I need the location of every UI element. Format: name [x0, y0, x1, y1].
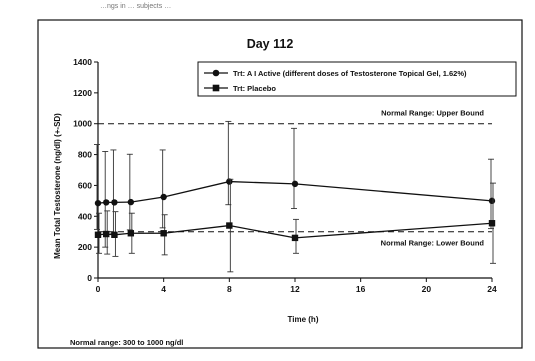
- cropped-header-text: …ngs in … subjects …: [100, 3, 171, 10]
- x-tick-label: 12: [290, 284, 300, 294]
- data-point: [291, 180, 299, 188]
- data-point: [160, 193, 167, 201]
- data-point: [94, 199, 102, 207]
- chart-title: Day 112: [247, 37, 294, 51]
- y-tick-label: 1200: [73, 88, 92, 98]
- y-tick-label: 400: [78, 211, 92, 221]
- reference-line-label: Normal Range: Upper Bound: [381, 109, 484, 118]
- data-point: [226, 178, 233, 185]
- y-axis-title: Mean Total Testosterone (ng/dl) (+-SD): [53, 113, 62, 259]
- data-point: [127, 230, 135, 237]
- y-tick-label: 1400: [73, 57, 92, 67]
- data-point: [488, 220, 496, 227]
- x-tick-label: 20: [422, 284, 432, 294]
- data-point: [111, 231, 118, 238]
- series-active: [94, 120, 496, 248]
- y-tick-label: 1000: [73, 119, 92, 129]
- data-point: [488, 197, 496, 205]
- x-axis-title: Time (h): [288, 315, 319, 324]
- legend-marker-circle: [212, 69, 220, 77]
- data-point: [103, 230, 110, 238]
- data-point: [127, 198, 135, 206]
- y-tick-label: 200: [78, 242, 92, 252]
- y-tick-label: 800: [78, 150, 92, 160]
- y-tick-label: 0: [87, 273, 92, 283]
- legend: Trt: A I Active (different doses of Test…: [197, 61, 517, 97]
- legend-marker-square: [212, 84, 220, 92]
- legend-label-placebo: Trt: Placebo: [233, 84, 276, 93]
- x-tick-label: 8: [227, 284, 232, 294]
- reference-line-label: Normal Range: Lower Bound: [381, 239, 485, 248]
- x-tick-label: 24: [487, 284, 497, 294]
- legend-label-active: Trt: A I Active (different doses of Test…: [233, 69, 467, 78]
- x-tick-label: 0: [96, 284, 101, 294]
- data-point: [94, 231, 102, 238]
- x-tick-label: 4: [161, 284, 166, 294]
- data-point: [226, 222, 233, 229]
- x-axis: 0 4 8 12 16 20 24: [96, 277, 497, 294]
- series-placebo: [94, 178, 496, 273]
- legend-box: [197, 61, 517, 97]
- data-point: [111, 199, 118, 206]
- data-point: [103, 199, 110, 206]
- x-tick-label: 16: [356, 284, 366, 294]
- data-point: [291, 234, 299, 242]
- series-layer: [94, 120, 496, 273]
- footnote: Normal range: 300 to 1000 ng/dl: [70, 338, 183, 347]
- y-tick-label: 600: [78, 180, 92, 190]
- data-point: [160, 230, 167, 237]
- y-axis: 0 200 400 600 800 1000 1200 1400: [73, 57, 99, 283]
